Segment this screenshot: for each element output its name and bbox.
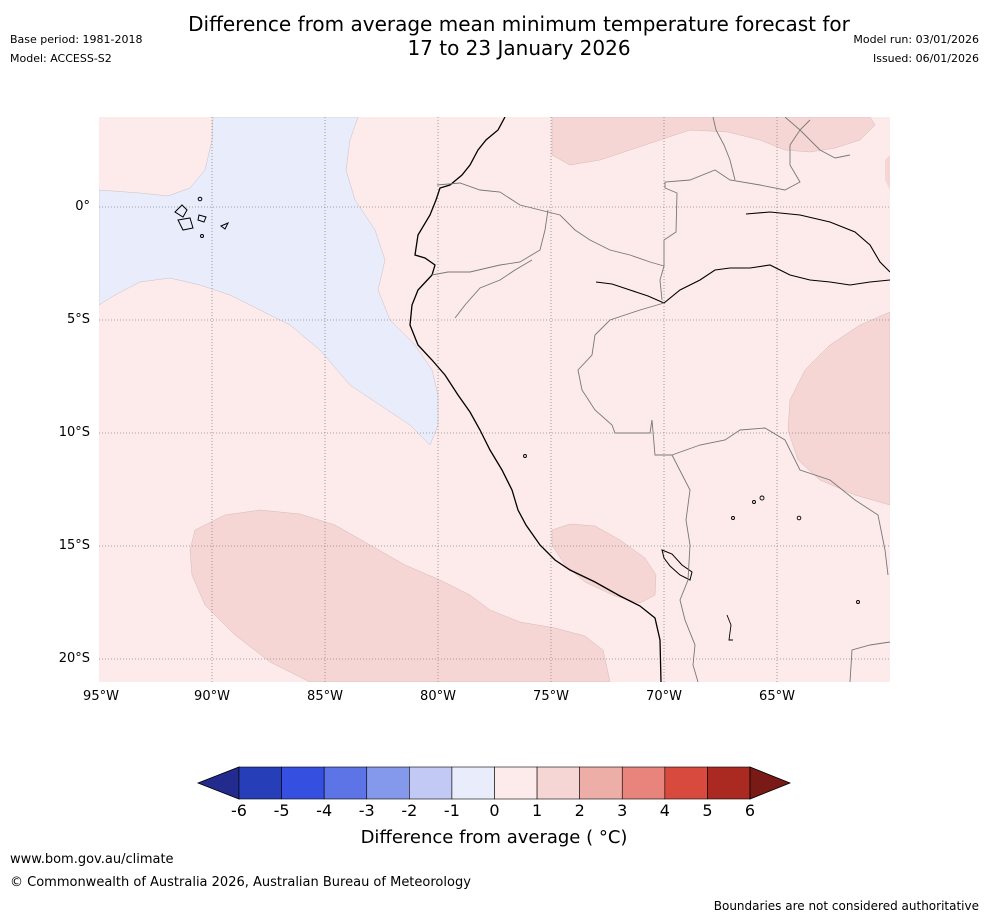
map-area (99, 117, 890, 682)
lon-tick: 65°W (759, 689, 795, 704)
copyright: © Commonwealth of Australia 2026, Austra… (10, 875, 471, 890)
colorbar-cell (579, 766, 623, 800)
lat-tick: 15°S (58, 538, 90, 553)
title-line-2: 17 to 23 January 2026 (407, 36, 631, 60)
boundaries-disclaimer: Boundaries are not considered authoritat… (713, 899, 979, 913)
colorbar-tick: 5 (702, 801, 713, 820)
lon-tick: 95°W (83, 689, 119, 704)
colorbar-cell (536, 766, 580, 800)
negro-river (745, 211, 890, 273)
galapagos-islands (174, 196, 230, 238)
colorbar-tick: 4 (659, 801, 670, 820)
anomaly-zone-1-to-2-peru (551, 523, 657, 604)
lon-tick: 90°W (194, 689, 230, 704)
lat-tick: 0° (75, 199, 90, 214)
model-run: Model run: 03/01/2026 (853, 33, 979, 46)
colorbar-cell (366, 766, 410, 800)
lon-tick: 70°W (646, 689, 682, 704)
colorbar-tick: -2 (401, 801, 418, 820)
colorbar-cell (494, 766, 538, 800)
colorbar-label: Difference from average ( °C) (360, 827, 628, 848)
title-line-1: Difference from average mean minimum tem… (188, 12, 850, 36)
colorbar-tick: -5 (273, 801, 290, 820)
lake-titicaca (661, 549, 693, 581)
colorbar-cell (281, 766, 325, 800)
colorbar-tick: 3 (617, 801, 628, 820)
colorbar-tick: -3 (358, 801, 375, 820)
colorbar-tick: -1 (443, 801, 460, 820)
colorbar-tick: 2 (574, 801, 585, 820)
colorbar-extend-low (196, 766, 240, 800)
coastline (409, 117, 662, 682)
colorbar-tick: 6 (744, 801, 756, 820)
lat-tick: 20°S (58, 651, 90, 666)
colorbar-tick: 0 (489, 801, 500, 820)
colorbar-cell (238, 766, 282, 800)
gridlines (99, 117, 890, 682)
lon-tick: 85°W (307, 689, 343, 704)
lon-tick: 75°W (533, 689, 569, 704)
issued-date: Issued: 06/01/2026 (872, 52, 979, 65)
colorbar-cells (238, 766, 751, 800)
website-link[interactable]: www.bom.gov.au/climate (10, 852, 174, 867)
lat-tick: 5°S (66, 312, 90, 327)
country-borders (431, 117, 890, 682)
colorbar-cell (409, 766, 453, 800)
colorbar-tick: 1 (531, 801, 543, 820)
lon-tick: 80°W (420, 689, 456, 704)
anomaly-zone-1-to-2-east (787, 311, 890, 506)
colorbar-extend-high (749, 766, 792, 800)
colorbar-tick: -6 (231, 801, 247, 820)
amazon-river (595, 264, 890, 304)
lat-tick: 10°S (58, 425, 90, 440)
map-title: Difference from average mean minimum tem… (0, 12, 988, 60)
colorbar-cell (323, 766, 368, 800)
small-lakes (523, 454, 860, 641)
anomaly-zone-1-to-2-southwest (189, 509, 611, 682)
model-name: Model: ACCESS-S2 (10, 52, 112, 65)
colorbar-cell (621, 766, 666, 800)
base-period: Base period: 1981-2018 (10, 33, 143, 46)
colorbar-tick: -4 (316, 801, 333, 820)
colorbar-cell (707, 766, 751, 800)
colorbar-cell (451, 766, 495, 800)
colorbar-cell (664, 766, 708, 800)
anomaly-zone-1-to-2-north (551, 117, 876, 166)
colorbar (196, 766, 792, 800)
anomaly-zone-1-to-2-edge (885, 155, 890, 190)
